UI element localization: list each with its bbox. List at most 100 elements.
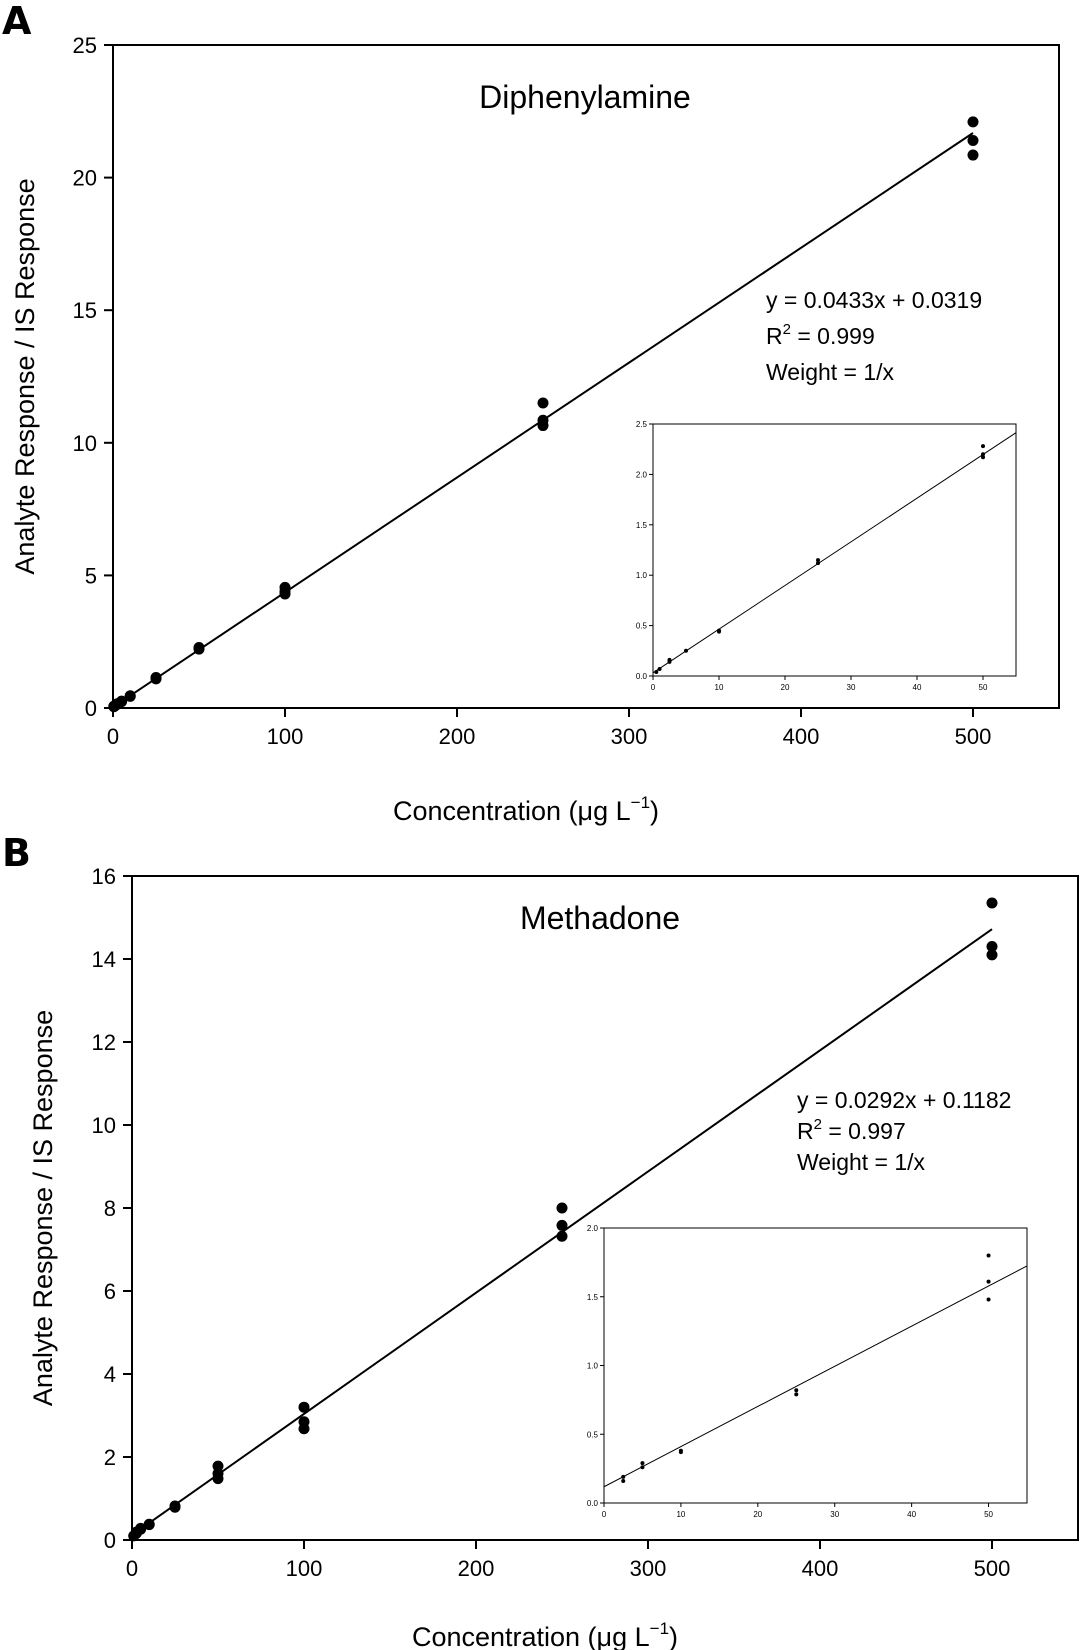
inset-y-tick-label: 0.0 bbox=[587, 1499, 599, 1508]
inset-x-tick-label: 10 bbox=[715, 683, 724, 692]
inset-data-point bbox=[794, 1388, 799, 1393]
data-point bbox=[124, 690, 136, 702]
x-tick-label: 400 bbox=[783, 724, 820, 749]
x-tick-label: 0 bbox=[107, 724, 119, 749]
inset-x-tick-label: 50 bbox=[984, 1510, 993, 1519]
r-squared-sup: 2 bbox=[814, 1116, 822, 1133]
inset-chart: 0 10 20 30 40 50 0.0 0.5 1.0 1.5 2.0 bbox=[587, 1224, 1028, 1519]
x-axis-title: Concentration (μg L−1) bbox=[393, 793, 659, 826]
x-axis-title-sup: −1 bbox=[631, 793, 650, 812]
inset-data-point bbox=[816, 558, 820, 563]
data-point bbox=[212, 1473, 224, 1485]
data-point bbox=[193, 643, 205, 655]
inset-data-point bbox=[981, 444, 985, 449]
inset-x-tick-label: 30 bbox=[830, 1510, 839, 1519]
inset-data-point bbox=[654, 669, 659, 674]
y-tick-label: 12 bbox=[92, 1030, 116, 1055]
data-point bbox=[150, 673, 162, 685]
equation-text: y = 0.0433x + 0.0319 bbox=[766, 287, 982, 313]
inset-frame bbox=[652, 423, 1017, 677]
r-squared-prefix: R bbox=[797, 1118, 814, 1144]
inset-data-point bbox=[981, 455, 985, 460]
inset-x-tick-label: 20 bbox=[781, 683, 790, 692]
inset-y-tick-label: 0.5 bbox=[636, 622, 648, 631]
weight-text: Weight = 1/x bbox=[766, 359, 895, 385]
y-tick-label: 8 bbox=[104, 1196, 116, 1221]
data-point bbox=[169, 1501, 181, 1513]
data-point bbox=[556, 1202, 568, 1214]
x-axis-title-main: Concentration (μg L bbox=[393, 796, 631, 826]
y-tick-label: 0 bbox=[104, 1528, 116, 1553]
inset-data-point bbox=[981, 452, 985, 457]
x-tick-label: 200 bbox=[439, 724, 476, 749]
inset-y-tick-label: 1.5 bbox=[587, 1293, 599, 1302]
inset-y-tick-label: 0.0 bbox=[636, 672, 648, 681]
plot-frame bbox=[112, 44, 1060, 709]
x-axis-title-end: ) bbox=[669, 1622, 678, 1650]
x-tick-label: 300 bbox=[611, 724, 648, 749]
x-tick-label: 400 bbox=[802, 1556, 839, 1581]
data-point bbox=[986, 897, 998, 909]
inset-x-tick-label: 0 bbox=[602, 1510, 607, 1519]
inset-data-point bbox=[816, 561, 820, 566]
data-point bbox=[556, 1219, 568, 1231]
data-point bbox=[279, 588, 291, 600]
inset-x-tick-label: 30 bbox=[847, 683, 856, 692]
data-point bbox=[556, 1230, 568, 1242]
x-tick-label: 300 bbox=[630, 1556, 667, 1581]
data-point bbox=[967, 149, 979, 161]
inset-data-point bbox=[986, 1297, 991, 1302]
inset-y-tick-label: 1.0 bbox=[636, 571, 648, 580]
y-tick-label: 16 bbox=[92, 864, 116, 889]
y-tick-label: 0 bbox=[85, 696, 97, 721]
r-squared-text: R2 = 0.997 bbox=[797, 1116, 906, 1144]
chart-panel-a: 0 100 200 300 400 5000510152025Concentration … bbox=[10, 33, 1060, 826]
x-axis-title-end: ) bbox=[650, 796, 659, 826]
inset-y-tick-label: 2.0 bbox=[636, 470, 648, 479]
inset-y-tick-label: 2.0 bbox=[587, 1224, 599, 1233]
y-tick-label: 14 bbox=[92, 947, 116, 972]
inset-data-point bbox=[621, 1474, 626, 1479]
inset-data-point bbox=[717, 629, 721, 634]
inset-data-point bbox=[640, 1465, 645, 1470]
chart-title: Diphenylamine bbox=[479, 79, 691, 115]
inset-chart: 0 10 20 30 40 50 0.0 0.5 1.0 1.5 2.0 2.5 bbox=[636, 420, 1017, 692]
chart-panel-b: 0 100 200 300 400 5000246810121416Concentrati… bbox=[28, 864, 1079, 1650]
panel-letter: A bbox=[2, 0, 32, 43]
data-point bbox=[298, 1401, 310, 1413]
inset-x-tick-label: 50 bbox=[979, 683, 988, 692]
data-point bbox=[116, 696, 128, 708]
inset-data-point bbox=[986, 1279, 991, 1284]
y-tick-label: 4 bbox=[104, 1362, 116, 1387]
y-tick-label: 25 bbox=[73, 33, 97, 58]
y-tick-label: 6 bbox=[104, 1279, 116, 1304]
y-tick-label: 10 bbox=[92, 1113, 116, 1138]
x-tick-label: 0 bbox=[126, 1556, 138, 1581]
x-axis-title: Concentration (μg L−1) bbox=[412, 1619, 678, 1650]
x-tick-label: 100 bbox=[267, 724, 304, 749]
r-squared-value: = 0.997 bbox=[822, 1118, 906, 1144]
x-tick-label: 500 bbox=[974, 1556, 1011, 1581]
x-axis-title-sup: −1 bbox=[650, 1619, 669, 1638]
inset-y-tick-label: 0.5 bbox=[587, 1430, 599, 1439]
y-tick-label: 10 bbox=[73, 431, 97, 456]
x-axis-title-main: Concentration (μg L bbox=[412, 1622, 650, 1650]
inset-data-point bbox=[678, 1450, 683, 1455]
inset-x-tick-label: 40 bbox=[907, 1510, 916, 1519]
inset-y-tick-label: 1.0 bbox=[587, 1362, 599, 1371]
inset-data-point bbox=[640, 1461, 645, 1466]
data-point bbox=[298, 1423, 310, 1435]
data-point bbox=[986, 949, 998, 961]
y-tick-label: 5 bbox=[85, 563, 97, 588]
data-point bbox=[135, 1523, 147, 1535]
inset-data-point bbox=[621, 1479, 626, 1483]
data-point bbox=[986, 941, 998, 953]
inset-x-tick-label: 20 bbox=[753, 1510, 762, 1519]
r-squared-text: R2 = 0.999 bbox=[766, 321, 875, 349]
inset-y-tick-label: 2.5 bbox=[636, 420, 648, 429]
data-point bbox=[537, 397, 549, 409]
r-squared-prefix: R bbox=[766, 323, 783, 349]
inset-data-point bbox=[667, 657, 672, 662]
inset-data-point bbox=[794, 1392, 799, 1397]
